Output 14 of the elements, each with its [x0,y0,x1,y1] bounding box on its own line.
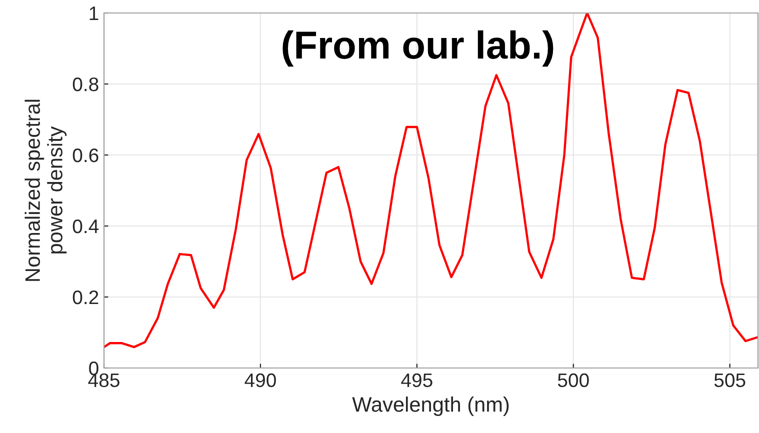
x-axis-title: Wavelength (nm) [352,396,509,416]
y-tick-label: 0 [89,361,98,376]
y-tick-label: 0.8 [72,77,98,92]
x-tick-label: 495 [401,373,432,388]
annotation: (From our lab.) [282,30,554,67]
y-tick-label: 0.4 [72,219,99,234]
y-axis-title: Normalized spectral power density [24,100,67,281]
x-tick-label: 490 [244,373,276,388]
x-tick-label: 500 [558,373,589,388]
x-tick-label: 505 [714,373,746,388]
y-tick-label: 0.2 [72,290,98,304]
y-tick-label: 0.6 [72,148,98,162]
x-tick-label: 485 [88,373,120,388]
y-tick-label: 1 [90,6,98,20]
